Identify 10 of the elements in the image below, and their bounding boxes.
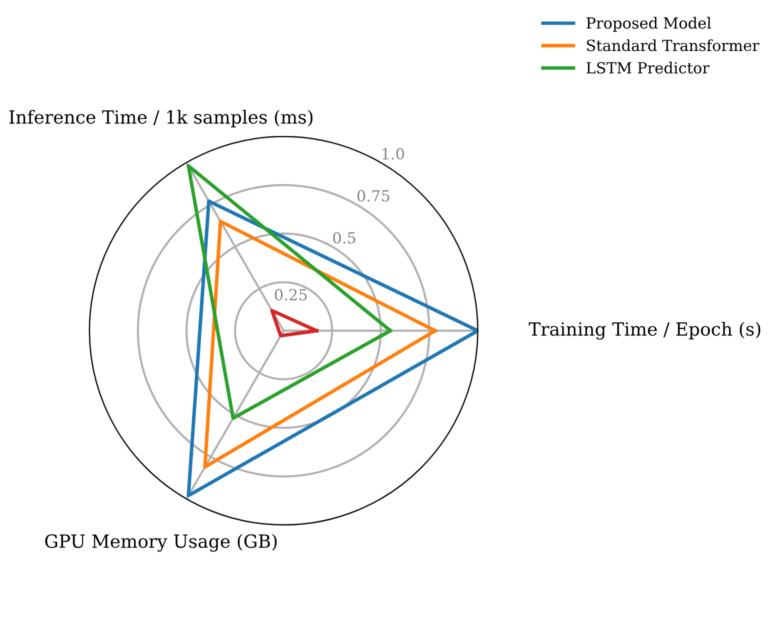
- y-tick-label: 0.25: [274, 288, 307, 300]
- y-tick-label: 0.5: [333, 232, 356, 244]
- legend-label: Proposed Model: [586, 16, 712, 32]
- spoke-label: Training Time / Epoch (s): [528, 322, 760, 340]
- y-tick-label: 0.75: [357, 190, 390, 202]
- spoke-label: Inference Time / 1k samples (ms): [9, 110, 313, 128]
- y-tick-label: 1.0: [382, 148, 404, 160]
- legend-label: LSTM Predictor: [586, 62, 710, 74]
- spoke-label: GPU Memory Usage (GB): [45, 534, 277, 552]
- legend-label: Standard Transformer: [587, 39, 760, 52]
